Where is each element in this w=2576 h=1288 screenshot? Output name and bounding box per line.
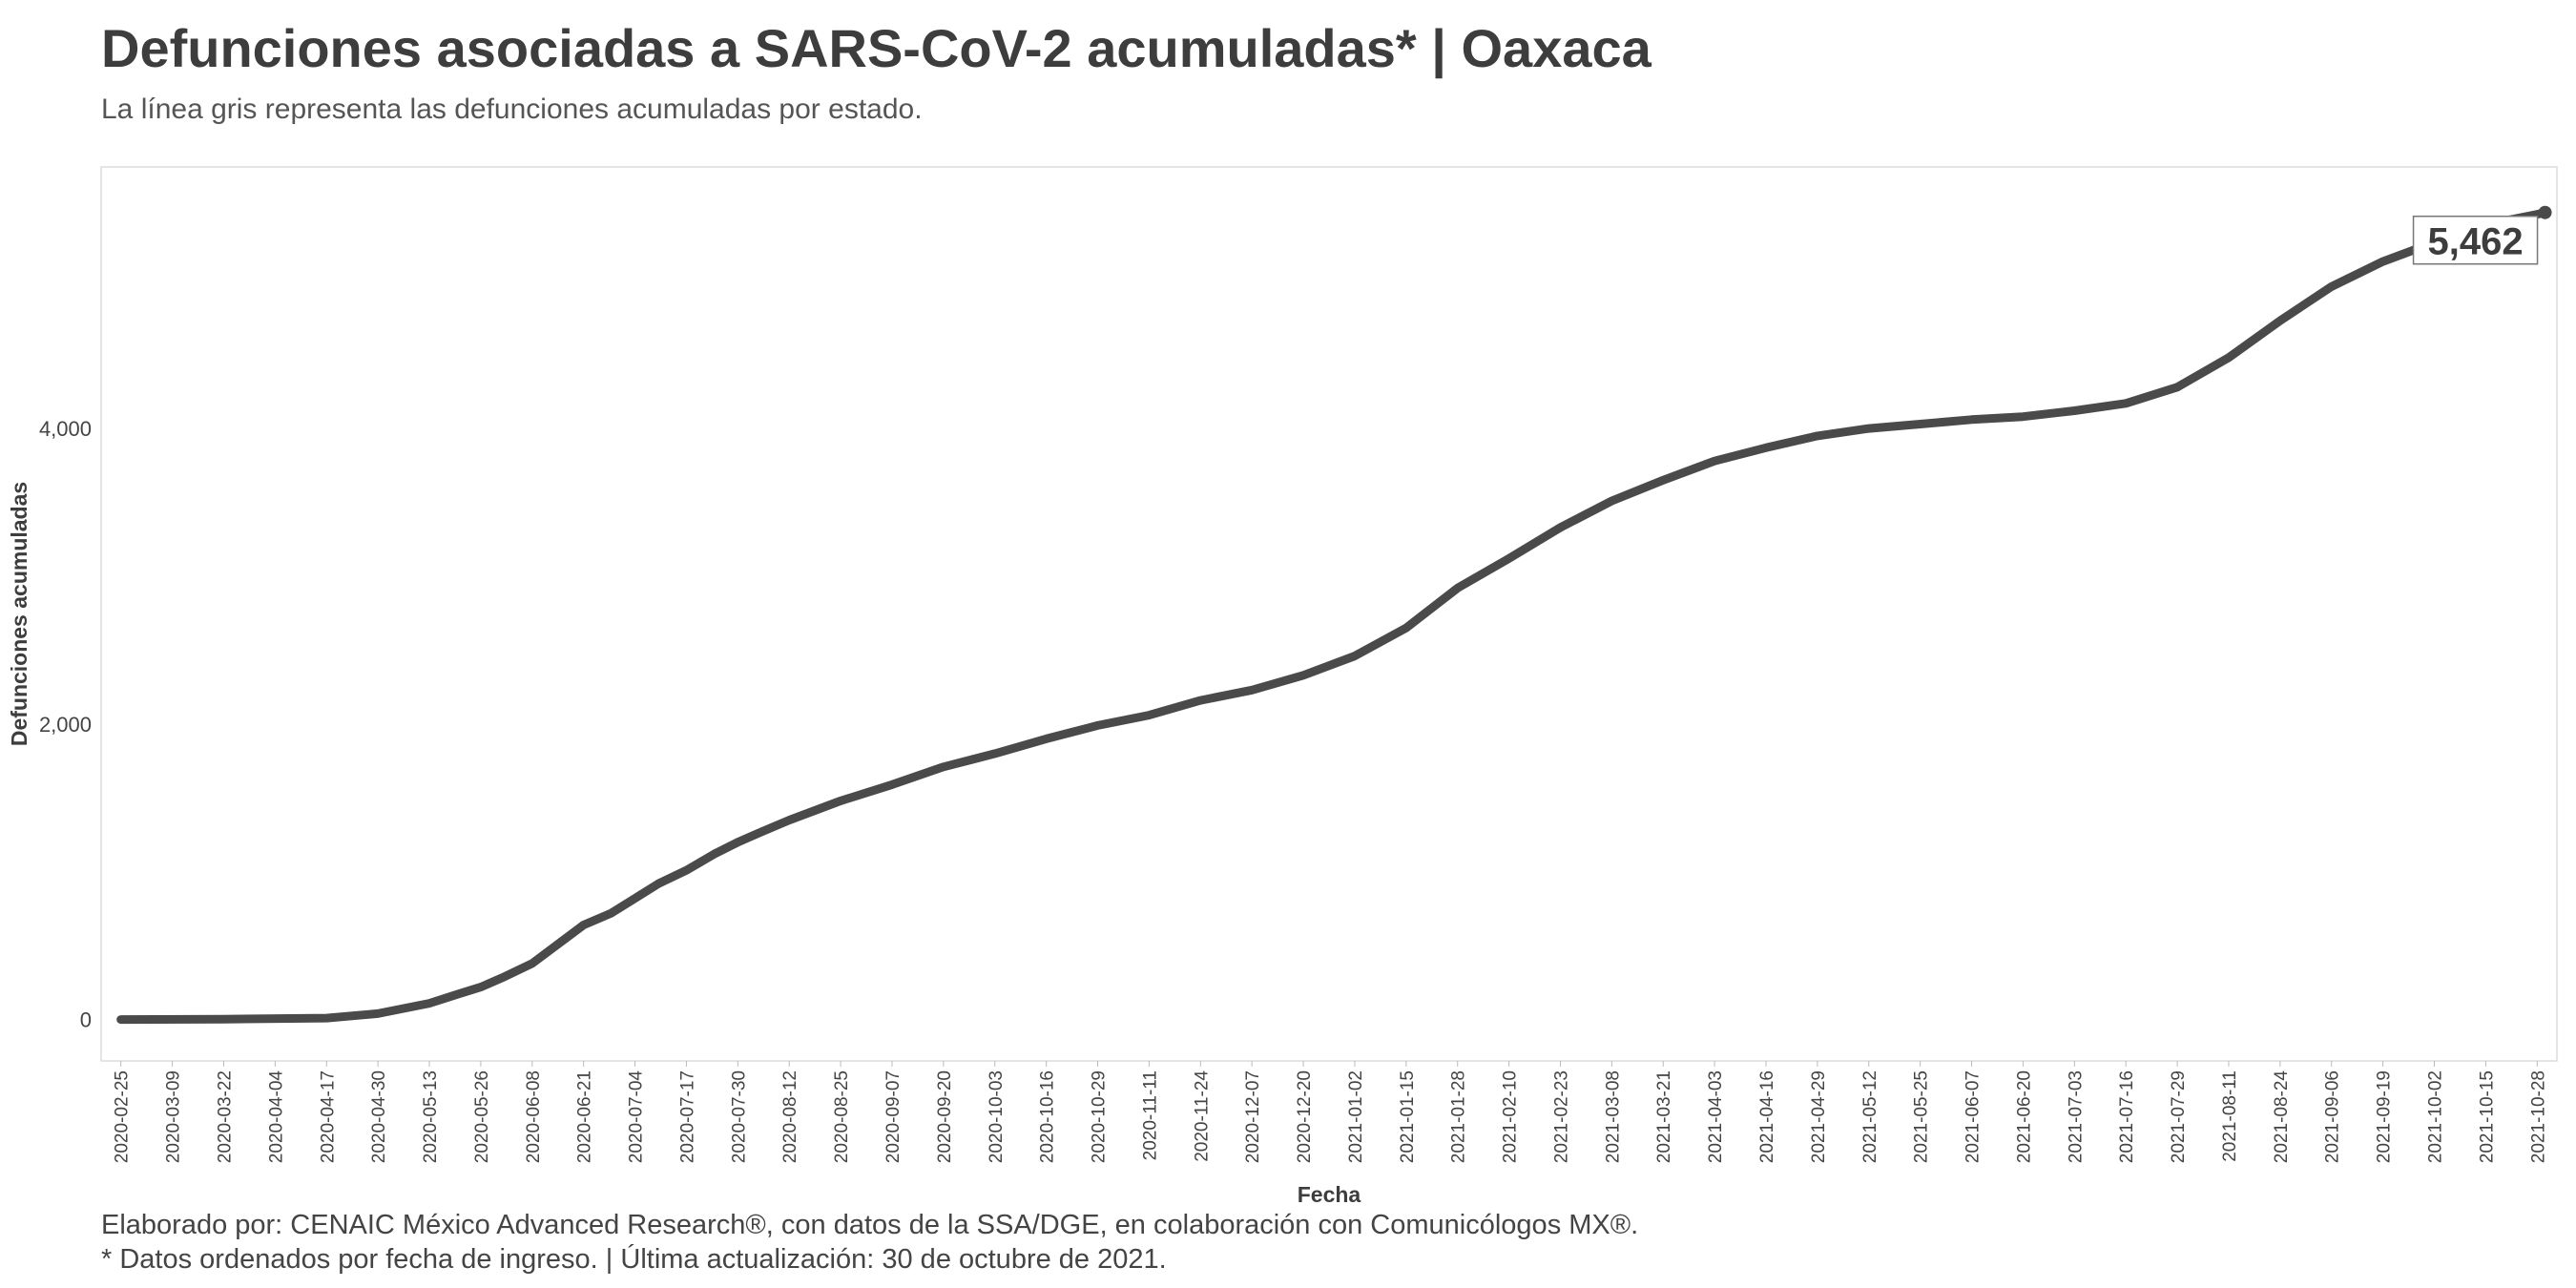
x-tick-label: 2020-05-26 <box>472 1070 492 1163</box>
x-tick-label: 2020-08-25 <box>832 1070 852 1163</box>
x-tick-label: 2021-09-06 <box>2323 1070 2343 1163</box>
x-tick-label: 2021-01-15 <box>1398 1070 1418 1163</box>
x-tick-label: 2021-07-16 <box>2117 1070 2137 1163</box>
x-tick-label: 2020-03-22 <box>215 1070 235 1163</box>
x-tick-label: 2020-04-30 <box>369 1070 389 1163</box>
chart-subtitle: La línea gris representa las defunciones… <box>101 93 923 125</box>
x-tick-label: 2021-06-07 <box>1963 1070 1984 1163</box>
x-tick-label: 2021-06-20 <box>2014 1070 2034 1163</box>
caption-notes: * Datos ordenados por fecha de ingreso. … <box>101 1244 1167 1275</box>
x-tick-label: 2020-09-07 <box>883 1070 904 1163</box>
x-tick-label: 2020-04-04 <box>266 1070 286 1164</box>
x-tick-label: 2021-03-21 <box>1654 1070 1674 1163</box>
x-tick-label: 2020-10-29 <box>1090 1070 1110 1163</box>
x-tick-label: 2021-10-28 <box>2528 1070 2548 1163</box>
y-tick-label: 0 <box>80 1008 92 1032</box>
x-tick-label: 2020-06-21 <box>575 1070 595 1163</box>
x-tick-label: 2021-10-15 <box>2477 1070 2497 1163</box>
caption-credits: Elaborado por: CENAIC México Advanced Re… <box>101 1210 1639 1240</box>
end-point <box>2538 205 2552 219</box>
x-tick-label: 2021-04-03 <box>1706 1070 1726 1163</box>
x-axis-label: Fecha <box>1298 1182 1361 1207</box>
x-tick-label: 2020-03-09 <box>164 1070 184 1163</box>
end-label: 5,462 <box>2428 221 2524 263</box>
x-tick-label: 2020-10-03 <box>987 1070 1007 1163</box>
chart-title: Defunciones asociadas a SARS-CoV-2 acumu… <box>101 18 1652 78</box>
x-tick-label: 2020-12-07 <box>1243 1070 1263 1163</box>
x-tick-label: 2021-02-23 <box>1551 1070 1571 1163</box>
x-tick-label: 2021-02-10 <box>1501 1070 1521 1163</box>
x-tick-label: 2021-03-08 <box>1603 1070 1623 1163</box>
x-tick-label: 2020-07-30 <box>729 1070 749 1163</box>
x-tick-label: 2020-09-20 <box>935 1070 955 1163</box>
x-tick-label: 2021-01-02 <box>1346 1070 1366 1163</box>
y-tick-label: 2,000 <box>39 713 92 737</box>
x-tick-label: 2020-05-13 <box>421 1070 441 1163</box>
plot-panel <box>100 166 2558 1062</box>
x-tick-label: 2020-11-24 <box>1192 1070 1212 1162</box>
x-tick-label: 2020-12-20 <box>1295 1070 1315 1163</box>
x-tick-label: 2021-08-24 <box>2272 1070 2292 1164</box>
x-tick-label: 2020-11-11 <box>1140 1070 1160 1160</box>
x-tick-label: 2020-04-17 <box>318 1070 338 1163</box>
series-line <box>116 208 2550 1025</box>
end-label-box <box>2412 215 2539 265</box>
x-tick-label: 2021-07-03 <box>2066 1070 2086 1163</box>
x-tick-label: 2020-02-25 <box>113 1070 133 1163</box>
x-tick-label: 2021-09-19 <box>2375 1070 2395 1163</box>
x-tick-label: 2021-05-12 <box>1860 1070 1880 1163</box>
x-tick-label: 2021-04-16 <box>1757 1070 1777 1163</box>
x-tick-label: 2020-10-16 <box>1038 1070 1058 1163</box>
y-tick-label: 4,000 <box>39 417 92 441</box>
x-tick-label: 2020-08-12 <box>780 1070 800 1163</box>
x-tick-label: 2021-05-25 <box>1912 1070 1932 1163</box>
x-tick-label: 2020-07-04 <box>627 1070 647 1164</box>
x-tick-label: 2020-07-17 <box>677 1070 697 1163</box>
x-tick-label: 2021-07-29 <box>2169 1070 2189 1163</box>
x-tick-label: 2021-10-02 <box>2426 1070 2446 1163</box>
x-tick-label: 2021-08-11 <box>2220 1070 2240 1162</box>
y-axis-label: Defunciones acumuladas <box>7 482 31 746</box>
x-tick-label: 2021-01-28 <box>1449 1070 1469 1163</box>
x-tick-label: 2021-04-29 <box>1809 1070 1829 1163</box>
x-tick-label: 2020-06-08 <box>524 1070 544 1163</box>
